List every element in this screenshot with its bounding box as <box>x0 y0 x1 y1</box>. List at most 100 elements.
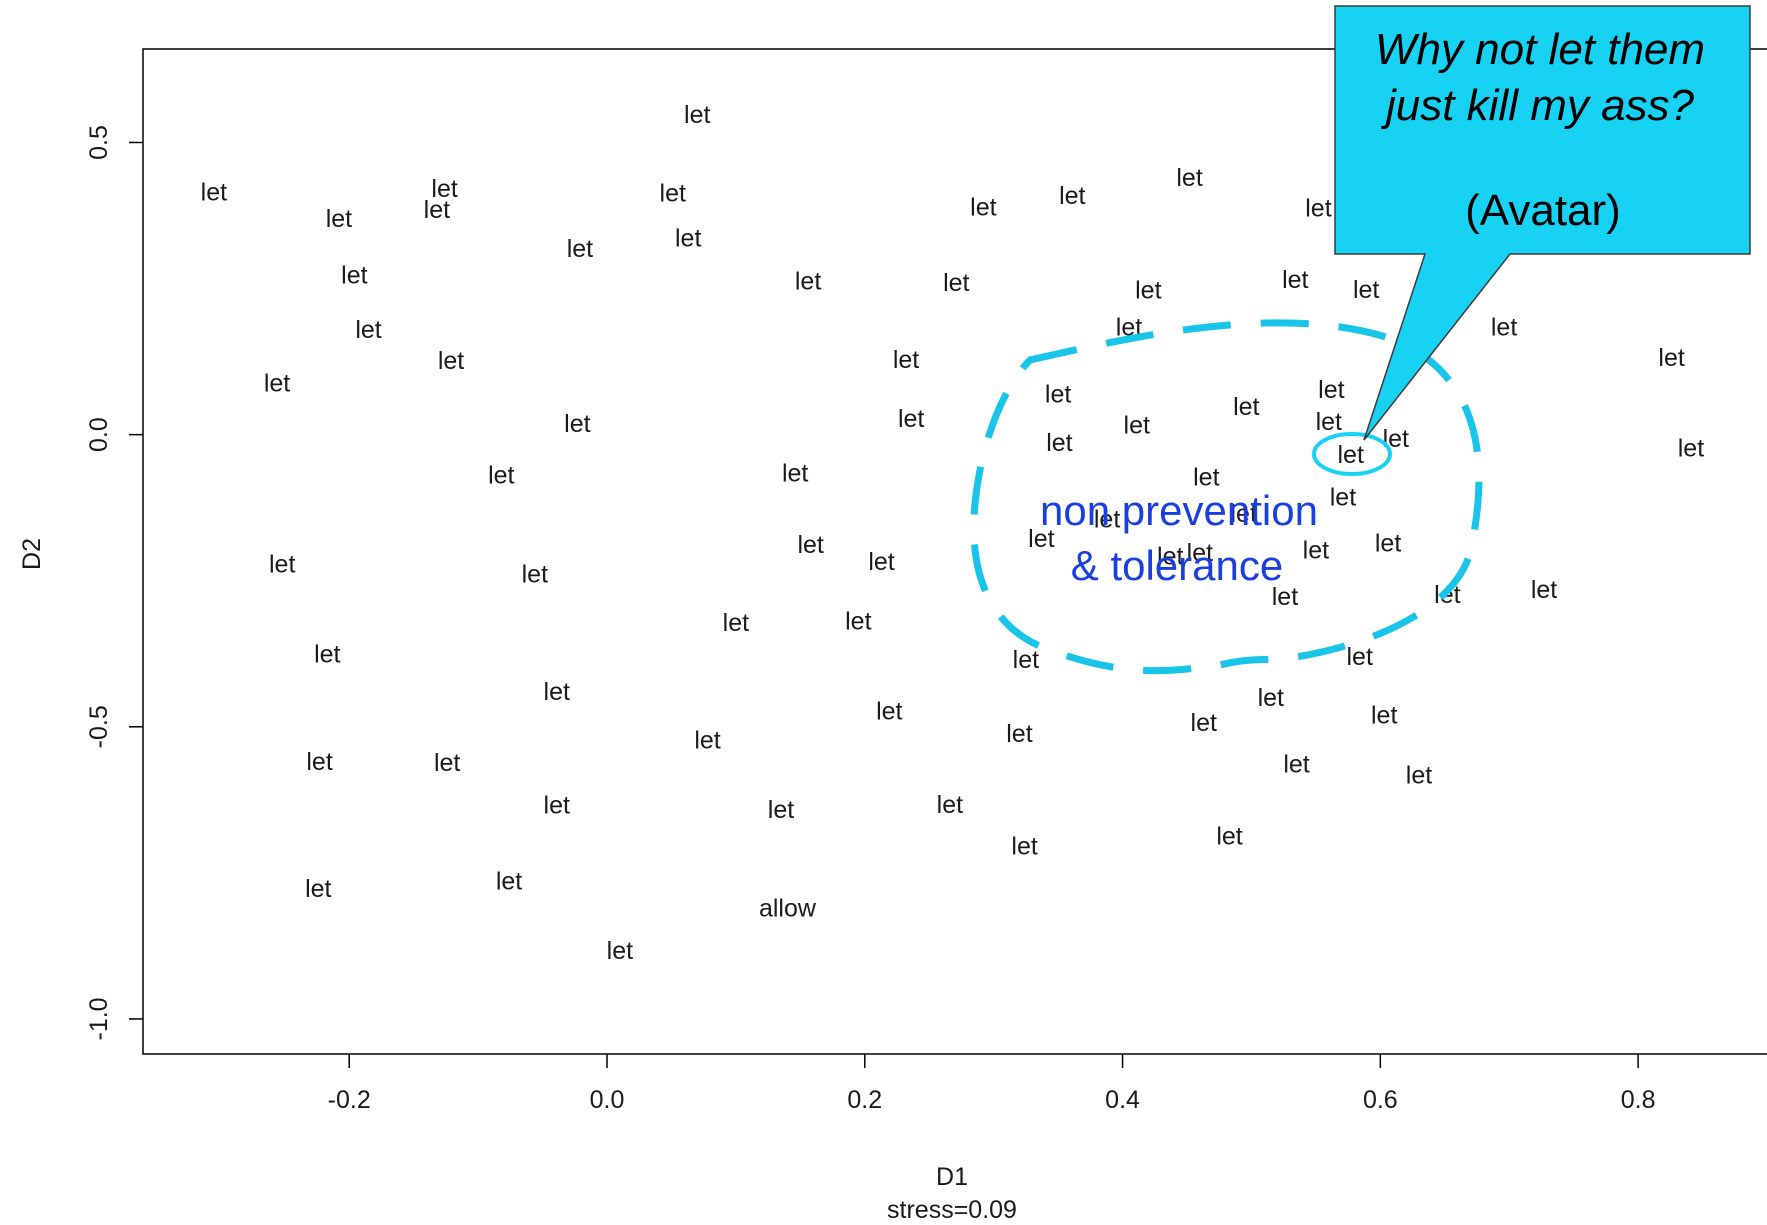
point-label: let <box>607 937 633 965</box>
point-label: let <box>868 548 894 576</box>
point-label: let <box>1491 313 1517 341</box>
point-label: let <box>488 461 514 489</box>
point-label: let <box>1216 822 1242 850</box>
point-label: let <box>1531 576 1557 604</box>
point-label: let <box>1406 762 1432 790</box>
point-label: let <box>1176 164 1202 192</box>
point-label: let <box>314 641 340 669</box>
point-label: let <box>893 346 919 374</box>
cluster-label-line2: & tolerance <box>1071 542 1283 589</box>
speech-callout: Why not let them just kill my ass? (Avat… <box>1334 5 1751 441</box>
point-label: let <box>438 347 464 375</box>
point-label: let <box>937 791 963 819</box>
point-label: let <box>305 875 331 903</box>
chart-subtitle: stress=0.09 <box>887 1196 1017 1224</box>
point-label: let <box>797 531 823 559</box>
cluster-outline <box>970 319 1483 675</box>
point-label: let <box>1013 646 1039 674</box>
point-label: let <box>1658 344 1684 372</box>
point-label: let <box>522 561 548 589</box>
callout-line3: (Avatar) <box>1465 186 1621 235</box>
point-label: let <box>355 316 381 344</box>
point-label: let <box>1305 194 1331 222</box>
x-tick-label: 0.0 <box>590 1086 625 1114</box>
point-label: let <box>1059 182 1085 210</box>
point-label: let <box>564 410 590 438</box>
point-label: let <box>1124 412 1150 440</box>
point-label: let <box>1028 525 1054 553</box>
point-label: let <box>1046 429 1072 457</box>
cluster-label-line1: non prevention <box>1040 487 1318 534</box>
x-axis-label: D1 <box>936 1163 968 1191</box>
data-points: letletletletletletletletletletletletllet… <box>201 101 1705 965</box>
point-label: let <box>1678 434 1704 462</box>
point-label: let <box>1272 583 1298 611</box>
x-tick-label: 0.6 <box>1363 1086 1398 1114</box>
point-label: let <box>1337 441 1363 469</box>
point-label: let <box>782 460 808 488</box>
y-axis-label: D2 <box>18 538 46 570</box>
plot-frame <box>142 48 1767 1055</box>
point-label: let <box>341 261 367 289</box>
y-tick-label: -0.5 <box>85 705 113 748</box>
point-label: let <box>1231 500 1257 528</box>
point-label: let <box>306 748 332 776</box>
point-label: let <box>1303 537 1329 565</box>
point-label: let <box>1282 266 1308 294</box>
point-label: let <box>675 225 701 253</box>
point-label: let <box>544 791 570 819</box>
point-label: let <box>1347 643 1373 671</box>
point-label: let <box>898 405 924 433</box>
point-label: let <box>1233 393 1259 421</box>
point-label: let <box>1187 539 1213 567</box>
highlight-ring <box>1312 432 1392 476</box>
point-label: let <box>1094 506 1120 534</box>
point-label: let <box>326 205 352 233</box>
point-label: let <box>1371 701 1397 729</box>
point-label: let <box>567 235 593 263</box>
point-label: let <box>943 269 969 297</box>
point-label: let <box>434 749 460 777</box>
point-label: let <box>1258 684 1284 712</box>
point-label: let <box>723 609 749 637</box>
callout-line1: Why not let them <box>1375 25 1705 74</box>
point-label: let <box>269 551 295 579</box>
point-label: let <box>970 194 996 222</box>
point-label: let <box>1318 376 1344 404</box>
y-tick-label: 0.5 <box>85 125 113 160</box>
point-label: let <box>795 267 821 295</box>
point-label: allow <box>759 894 817 922</box>
point-label: let <box>1045 381 1071 409</box>
point-label: let <box>1193 464 1219 492</box>
point-label: let <box>544 678 570 706</box>
y-tick-label: 0.0 <box>85 417 113 452</box>
y-tick-label: -1.0 <box>85 997 113 1040</box>
point-label: let <box>264 370 290 398</box>
point-label: let <box>1353 276 1379 304</box>
point-label: let <box>496 867 522 895</box>
point-label: let <box>424 196 450 224</box>
point-label: let <box>1191 709 1217 737</box>
x-tick-label: 0.2 <box>847 1086 882 1114</box>
point-label: let <box>1283 751 1309 779</box>
point-label: let <box>768 796 794 824</box>
point-label: let <box>845 607 871 635</box>
point-label: let <box>684 101 710 129</box>
point-label: let <box>1135 277 1161 305</box>
point-label: let <box>1330 484 1356 512</box>
point-label: let <box>201 179 227 207</box>
x-tick-label: -0.2 <box>328 1086 371 1114</box>
point-label: let <box>694 727 720 755</box>
axis-ticks: -0.2 0.0 0.2 0.4 0.6 0.8 -1.0 -0.5 0.0 0.5 <box>85 125 1655 1114</box>
point-label: let <box>660 180 686 208</box>
point-label: let <box>431 175 457 203</box>
point-label: let <box>1157 543 1183 571</box>
callout-line2: just kill my ass? <box>1381 81 1695 130</box>
point-label: let <box>1006 720 1032 748</box>
x-tick-label: 0.8 <box>1621 1086 1656 1114</box>
point-label: let <box>1375 530 1401 558</box>
x-tick-label: 0.4 <box>1105 1086 1140 1114</box>
point-label: let <box>1316 408 1342 436</box>
point-label: let <box>1011 832 1037 860</box>
